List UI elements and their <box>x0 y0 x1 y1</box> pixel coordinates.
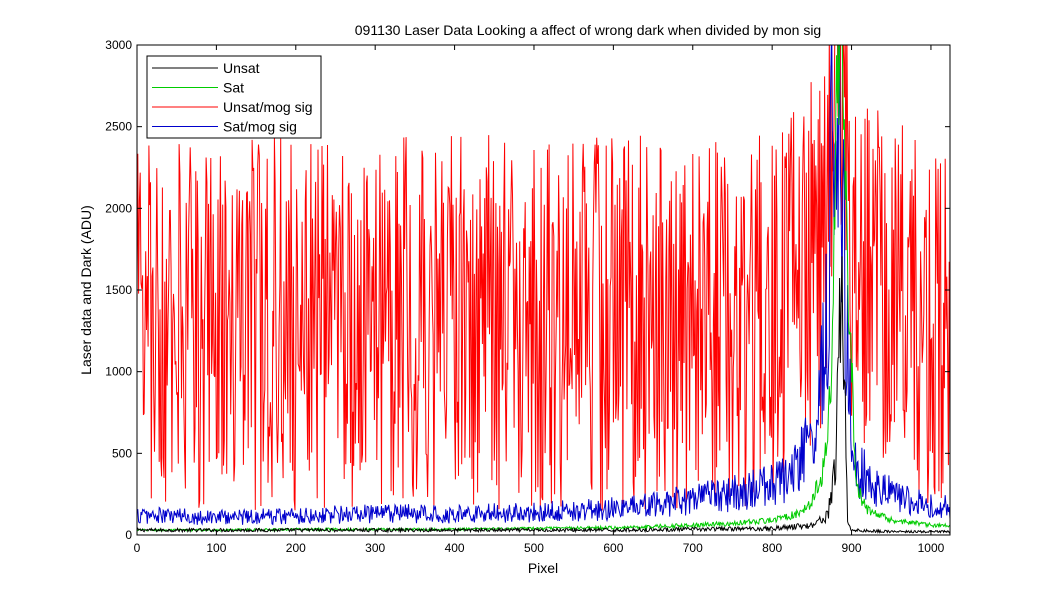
x-axis-ticks: 0 100 200 300 400 500 600 700 800 900 1000 <box>134 45 945 555</box>
x-tick-label: 700 <box>683 541 703 555</box>
x-tick-label: 500 <box>524 541 544 555</box>
y-tick-label: 1000 <box>105 365 132 379</box>
legend-box <box>146 55 322 139</box>
y-tick-label: 0 <box>125 528 132 542</box>
chart-title: 091130 Laser Data Looking a affect of wr… <box>355 22 821 38</box>
x-tick-label: 600 <box>603 541 623 555</box>
x-tick-label: 800 <box>762 541 782 555</box>
series-unsat-mog-sig-line <box>137 45 950 511</box>
series-unsat-line <box>137 256 950 534</box>
series-sat-mog-sig-line <box>137 45 950 526</box>
legend-label-sat-mog-sig: Sat/mog sig <box>223 119 297 135</box>
y-tick-label: 500 <box>112 446 132 460</box>
y-tick-label: 3000 <box>105 38 132 52</box>
y-tick-label: 2000 <box>105 201 132 215</box>
y-tick-label: 1500 <box>105 283 132 297</box>
x-tick-label: 100 <box>206 541 226 555</box>
legend-label-unsat-mog-sig: Unsat/mog sig <box>223 99 312 115</box>
legend-label-sat: Sat <box>223 80 244 96</box>
x-tick-label: 300 <box>365 541 385 555</box>
legend-label-unsat: Unsat <box>223 60 260 76</box>
y-axis-label: Laser data and Dark (ADU) <box>78 205 94 375</box>
x-tick-label: 900 <box>842 541 862 555</box>
series-layer <box>137 45 950 534</box>
x-tick-label: 200 <box>286 541 306 555</box>
x-axis-label: Pixel <box>528 560 558 576</box>
x-tick-label: 1000 <box>918 541 945 555</box>
y-tick-label: 2500 <box>105 120 132 134</box>
x-tick-label: 0 <box>134 541 141 555</box>
x-tick-label: 400 <box>445 541 465 555</box>
legend: Unsat Sat Unsat/mog sig Sat/mog sig <box>146 55 322 139</box>
y-axis-ticks: 0 500 1000 1500 2000 2500 3000 <box>105 38 950 542</box>
